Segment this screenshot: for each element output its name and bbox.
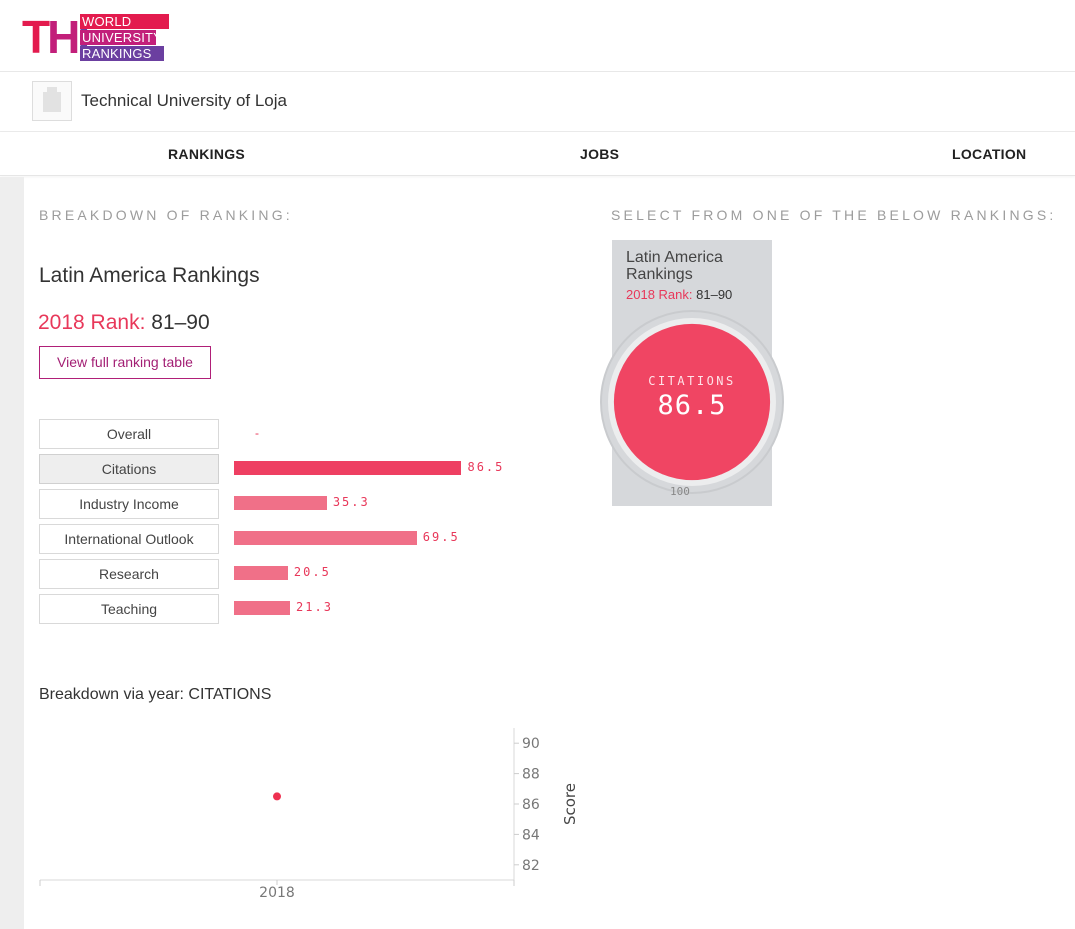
category-international-outlook-button[interactable]: International Outlook (39, 524, 219, 554)
ranking-name: Latin America Rankings (39, 264, 260, 287)
bar-international-outlook (234, 531, 417, 545)
left-gutter (0, 177, 24, 929)
category-overall-button[interactable]: Overall (39, 419, 219, 449)
nav-jobs[interactable]: JOBS (580, 146, 620, 162)
rank-value: 81–90 (151, 311, 210, 334)
bar-value-international-outlook: 69.5 (422, 530, 460, 544)
y-tick-label: 90 (522, 736, 540, 752)
nav-rankings[interactable]: RANKINGS (168, 146, 246, 162)
university-bar: Technical University of Loja (0, 72, 1075, 132)
y-tick-label: 82 (522, 858, 540, 874)
bar-value-research: 20.5 (293, 565, 331, 579)
card-rank: 2018 Rank: 81–90 (626, 287, 732, 302)
y-axis-label: Score (561, 783, 579, 825)
card-rank-value: 81–90 (696, 287, 733, 302)
bar-value-citations: 86.5 (467, 460, 505, 474)
card-rank-label: 2018 Rank: (626, 287, 693, 302)
bar-value-industry-income: 35.3 (332, 495, 370, 509)
logo-line-rankings: RANKINGS (80, 46, 164, 61)
y-tick-label: 88 (522, 767, 540, 783)
citations-gauge: CITATIONS 86.5 (600, 310, 784, 494)
main-nav: RANKINGS JOBS LOCATION (0, 132, 1075, 176)
logo-wordmark: WORLD UNIVERSITY RANKINGS (80, 14, 169, 61)
university-name: Technical University of Loja (81, 91, 287, 110)
nav-location[interactable]: LOCATION (952, 146, 1027, 162)
selector-section-title: SELECT FROM ONE OF THE BELOW RANKINGS: (611, 207, 1057, 223)
y-tick-label: 86 (522, 797, 540, 813)
rank-line: 2018 Rank: 81–90 (38, 311, 210, 335)
gauge-value: 86.5 (657, 390, 727, 421)
citations-year-chart: 82 84 86 88 90 Score 2018 (39, 728, 579, 901)
bar-research (234, 566, 288, 580)
building-icon (32, 81, 72, 121)
logo-line-world: WORLD (80, 14, 169, 29)
x-tick-label: 2018 (259, 885, 295, 901)
view-full-ranking-button[interactable]: View full ranking table (39, 346, 211, 379)
bar-teaching (234, 601, 291, 615)
overall-dash: - (255, 426, 259, 440)
rank-label: 2018 Rank: (38, 311, 146, 334)
category-industry-income-button[interactable]: Industry Income (39, 489, 219, 519)
gauge-fill (613, 323, 771, 481)
the-logo[interactable]: THE WORLD UNIVERSITY RANKINGS (22, 12, 170, 62)
y-tick-label: 84 (522, 827, 540, 843)
bar-citations (234, 461, 462, 475)
bar-value-teaching: 21.3 (296, 600, 333, 614)
category-research-button[interactable]: Research (39, 559, 219, 589)
logo-line-university: UNIVERSITY (80, 30, 163, 45)
category-teaching-button[interactable]: Teaching (39, 594, 219, 624)
gauge-svg (600, 310, 784, 494)
gauge-label: CITATIONS (648, 374, 736, 388)
gauge-max-label: 100 (670, 485, 690, 498)
card-title-line2: Rankings (626, 266, 693, 283)
site-header: THE WORLD UNIVERSITY RANKINGS (0, 0, 1075, 72)
chart-title: Breakdown via year: CITATIONS (39, 686, 272, 703)
card-title-line1: Latin America (626, 249, 723, 266)
bar-industry-income (234, 496, 327, 510)
card-title: Latin America Rankings (626, 249, 723, 283)
data-point (273, 792, 281, 801)
breakdown-section-title: BREAKDOWN OF RANKING: (39, 207, 293, 223)
category-citations-button[interactable]: Citations (39, 454, 219, 484)
